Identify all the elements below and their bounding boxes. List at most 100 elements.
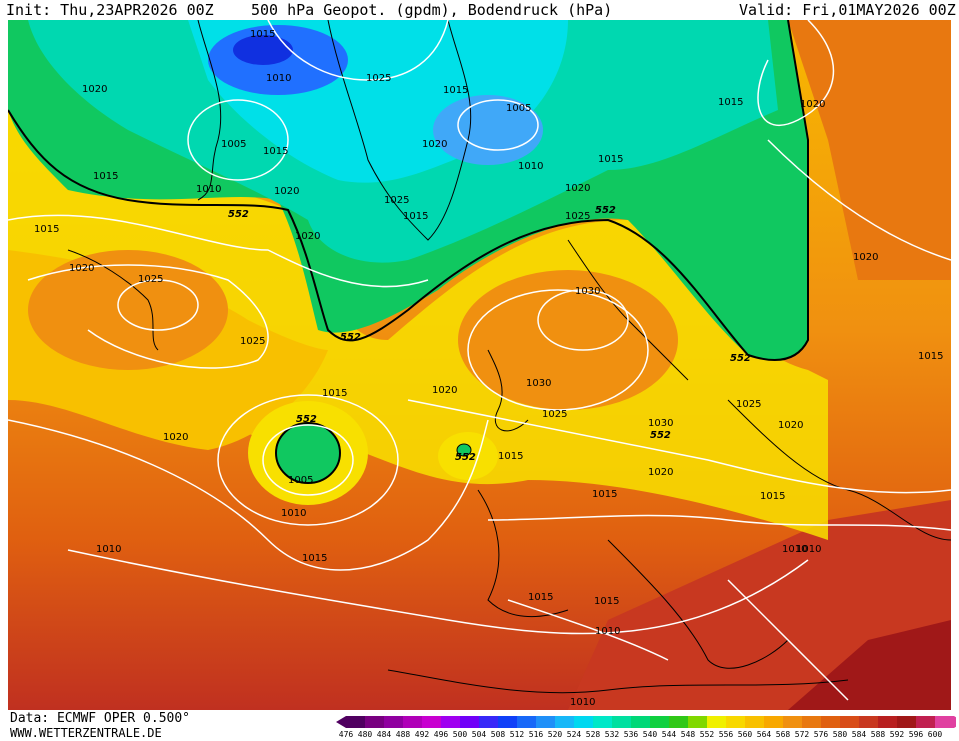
scale-swatch (346, 716, 365, 728)
scale-tick-label: 492 (414, 730, 430, 739)
isobar-1020-west (27, 264, 269, 369)
map-header: Init: Thu,23APR2026 00Z 500 hPa Geopot. … (0, 0, 959, 20)
isobar-1025-high (467, 289, 649, 411)
pressure-label: 1020 (432, 385, 457, 396)
pressure-label: 1020 (800, 99, 825, 110)
geo-label: 552 (296, 414, 317, 425)
scale-tick-label: 528 (585, 730, 601, 739)
scale-tick-label: 512 (509, 730, 525, 739)
pressure-label: 1030 (648, 418, 673, 429)
scale-swatch (365, 716, 384, 728)
isobar-1015-northeast (757, 20, 835, 127)
geo-label: 552 (595, 205, 616, 216)
scale-tick-label: 484 (376, 730, 392, 739)
pressure-label: 1025 (138, 274, 163, 285)
pressure-label: 1020 (422, 139, 447, 150)
north-africa-coast (387, 669, 849, 694)
pressure-label: 1025 (366, 73, 391, 84)
geo-label: 552 (340, 332, 361, 343)
pressure-label: 1015 (498, 451, 523, 462)
cutoff-low-green (275, 422, 341, 484)
pressure-label: 1020 (778, 420, 803, 431)
pressure-label: 1010 (196, 184, 221, 195)
scale-swatch (441, 716, 460, 728)
isobar-1015-europe (487, 514, 951, 531)
scale-arrow-right (954, 716, 956, 728)
scale-tick-label: 556 (718, 730, 734, 739)
warm-region-northeast (788, 20, 951, 280)
scale-swatch (460, 716, 479, 728)
pressure-label: 1015 (443, 85, 468, 96)
map-footer: Data: ECMWF OPER 0.500° WWW.WETTERZENTRA… (0, 710, 959, 741)
isobar-1010-low (217, 394, 399, 526)
pressure-label: 1015 (302, 553, 327, 564)
pressure-label: 1020 (163, 432, 188, 443)
pressure-label: 1015 (528, 592, 553, 603)
greenland-west-coast (197, 20, 222, 201)
pressure-label: 1030 (575, 286, 600, 297)
scale-swatch (897, 716, 916, 728)
pressure-label: 1015 (250, 29, 275, 40)
pressure-label: 1005 (288, 475, 313, 486)
isobar-1025-west (117, 279, 199, 331)
pressure-label: 1005 (221, 139, 246, 150)
pressure-label: 1015 (93, 171, 118, 182)
pressure-label: 1015 (263, 146, 288, 157)
cold-core-deep (233, 35, 293, 65)
scale-tick-label: 580 (832, 730, 848, 739)
pressure-labels-middle: 1015 1020 1025 1025 1030 1030 1025 1020 … (34, 224, 943, 519)
isobar-1015-mediterranean (507, 599, 669, 661)
pressure-label: 1020 (82, 84, 107, 95)
scale-swatch (859, 716, 878, 728)
scale-tick-label: 480 (357, 730, 373, 739)
scale-tick-label: 532 (604, 730, 620, 739)
pressure-label: 1010 (570, 697, 595, 708)
scale-tick-label: 584 (851, 730, 867, 739)
geo-label: 552 (650, 430, 671, 441)
pressure-label: 1025 (736, 399, 761, 410)
geo-label: 552 (455, 452, 476, 463)
pressure-label: 1010 (782, 544, 807, 555)
scale-swatch (650, 716, 669, 728)
scale-swatch (479, 716, 498, 728)
scale-swatch (593, 716, 612, 728)
scale-swatch (669, 716, 688, 728)
scale-tick-label: 564 (756, 730, 772, 739)
map-canvas: 552 552 552 552 552 552 552 1015 1010 10… (8, 20, 951, 710)
isobar-1005-low (262, 424, 354, 496)
scale-swatch (631, 716, 650, 728)
scale-swatch (707, 716, 726, 728)
scale-swatch (498, 716, 517, 728)
pressure-label: 1015 (598, 154, 623, 165)
britain-coast (487, 349, 529, 432)
scale-swatch (612, 716, 631, 728)
geo-label: 552 (228, 209, 249, 220)
pressure-label: 1025 (240, 336, 265, 347)
scale-swatch (878, 716, 897, 728)
scale-tick-label: 568 (775, 730, 791, 739)
pressure-label: 1010 (595, 626, 620, 637)
pressure-label: 1020 (853, 252, 878, 263)
pressure-label: 1015 (594, 596, 619, 607)
pressure-label: 1015 (34, 224, 59, 235)
data-source: Data: ECMWF OPER 0.500° (10, 711, 191, 726)
scale-swatch (517, 716, 536, 728)
scale-tick-label: 592 (889, 730, 905, 739)
scale-tick-label: 576 (813, 730, 829, 739)
valid-time: Valid: Fri,01MAY2026 00Z (739, 1, 956, 19)
pressure-label: 1005 (506, 103, 531, 114)
pressure-labels-north: 1015 1010 1020 1025 1015 1005 1005 1015 … (82, 29, 825, 242)
scale-tick-label: 504 (471, 730, 487, 739)
scale-swatch (384, 716, 403, 728)
pressure-label: 1020 (565, 183, 590, 194)
pressure-label: 1015 (403, 211, 428, 222)
scale-swatch (422, 716, 441, 728)
ridge-band (8, 100, 828, 540)
website-link[interactable]: WWW.WETTERZENTRALE.DE (10, 726, 162, 740)
isobar-1015-top (267, 20, 449, 81)
isobar-1005-north (457, 99, 539, 151)
isobar-1015-atlantic (8, 419, 489, 571)
scale-tick-label: 508 (490, 730, 506, 739)
canada-coast (67, 249, 159, 351)
init-time: Init: Thu,23APR2026 00Z (6, 1, 214, 19)
